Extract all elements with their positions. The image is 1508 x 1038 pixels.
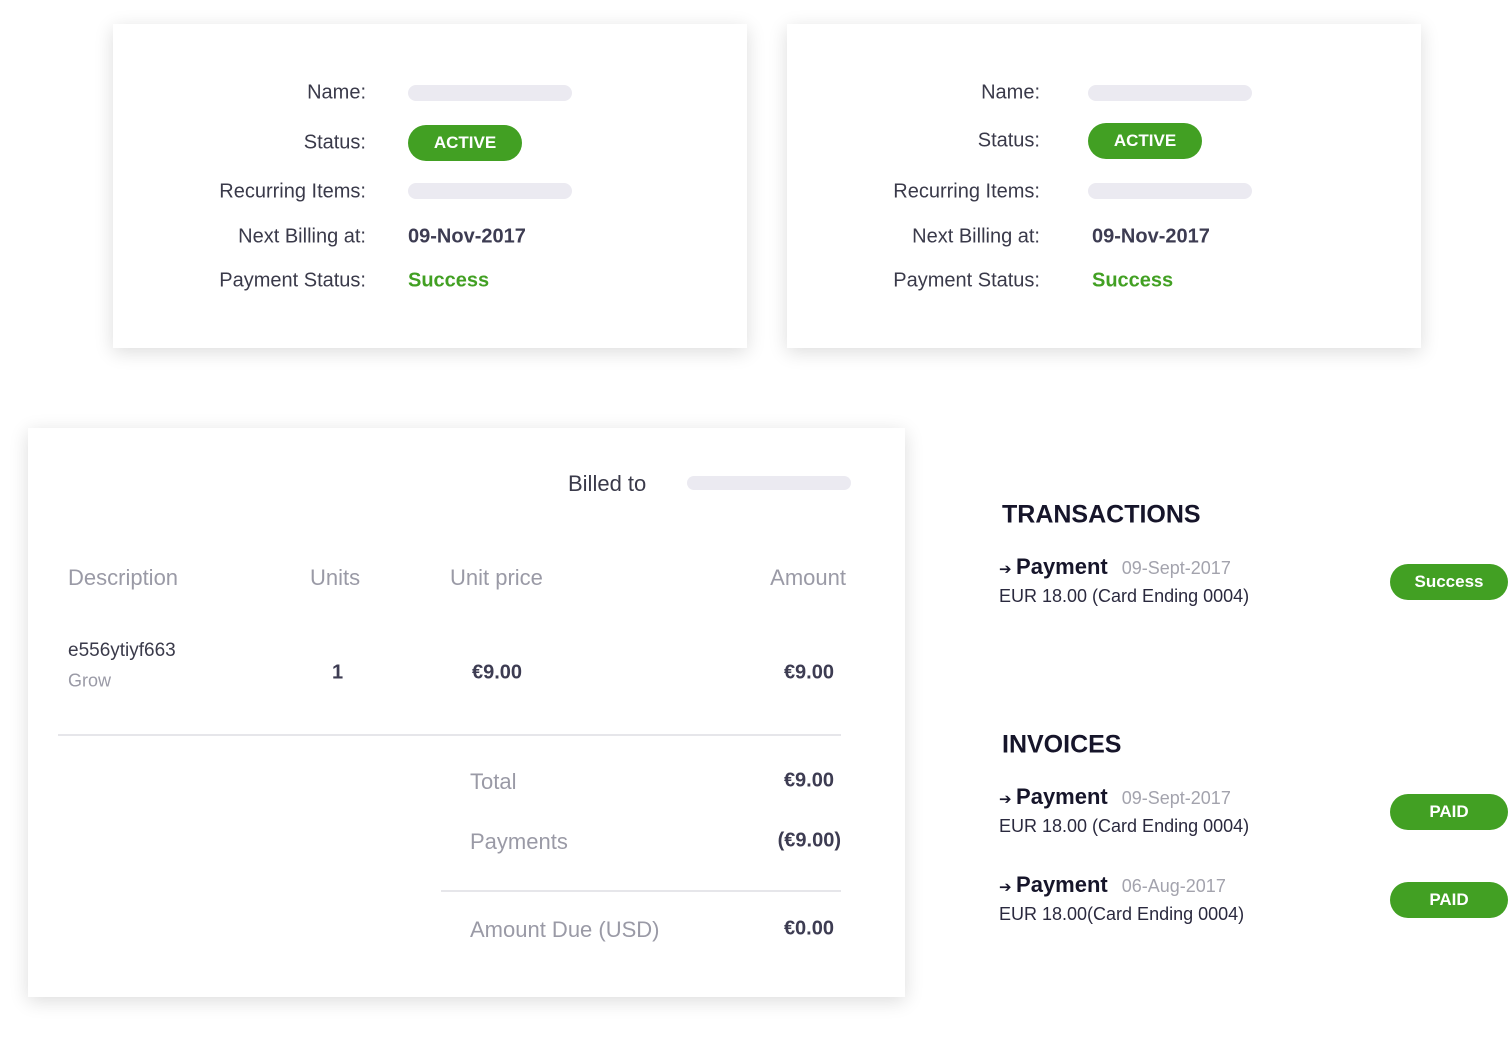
next-billing-value: 09-Nov-2017 xyxy=(1092,225,1210,248)
invoice-type: Payment xyxy=(1016,784,1108,809)
item-description: e556ytiyf663 xyxy=(68,640,176,661)
recurring-placeholder xyxy=(408,183,572,199)
payment-status-label: Payment Status: xyxy=(219,269,366,292)
next-billing-label: Next Billing at: xyxy=(912,225,1040,248)
arrow-right-icon: ➔ xyxy=(999,791,1012,808)
next-billing-value: 09-Nov-2017 xyxy=(408,225,526,248)
item-unit-price: €9.00 xyxy=(472,661,523,684)
item-amount: €9.00 xyxy=(783,661,834,684)
transaction-item[interactable]: ➔ Payment 09-Sept-2017 EUR 18.00 (Card En… xyxy=(999,554,1249,607)
status-label: Status: xyxy=(977,129,1040,152)
amount-due-value: €0.00 xyxy=(783,917,834,940)
header-description: Description xyxy=(68,565,179,590)
header-amount: Amount xyxy=(770,565,846,590)
invoice-card: Billed to Description Units Unit price A… xyxy=(28,428,905,997)
header-unit-price: Unit price xyxy=(450,565,543,590)
billed-to-label: Billed to xyxy=(568,471,647,496)
invoice-detail: EUR 18.00 (Card Ending 0004) xyxy=(999,816,1250,836)
status-badge: ACTIVE xyxy=(408,125,522,161)
status-label: Status: xyxy=(303,131,366,154)
invoice-status-badge: PAID xyxy=(1390,882,1508,918)
status-badge: ACTIVE xyxy=(1088,123,1202,159)
item-units: 1 xyxy=(332,661,344,684)
recurring-label: Recurring Items: xyxy=(219,180,366,203)
transactions-title: TRANSACTIONS xyxy=(1002,500,1201,529)
transaction-detail: EUR 18.00 (Card Ending 0004) xyxy=(999,586,1250,606)
transaction-status-badge: Success xyxy=(1390,564,1508,600)
arrow-right-icon: ➔ xyxy=(999,561,1012,578)
header-units: Units xyxy=(310,565,361,590)
name-placeholder xyxy=(1088,85,1252,101)
billed-to-placeholder xyxy=(687,476,851,490)
next-billing-label: Next Billing at: xyxy=(238,225,366,248)
item-plan: Grow xyxy=(68,670,112,691)
recurring-placeholder xyxy=(1088,183,1252,199)
subscription-card-1: Name: Status: ACTIVE Recurring Items: Ne… xyxy=(113,24,747,348)
invoice-date: 09-Sept-2017 xyxy=(1121,788,1231,808)
recurring-label: Recurring Items: xyxy=(893,180,1040,203)
total-label: Total xyxy=(470,769,517,794)
invoice-item[interactable]: ➔ Payment 06-Aug-2017 EUR 18.00(Card Endi… xyxy=(999,872,1244,925)
invoice-status-badge: PAID xyxy=(1390,794,1508,830)
invoice-type: Payment xyxy=(1016,872,1108,897)
payments-label: Payments xyxy=(470,829,568,854)
invoice-detail: EUR 18.00(Card Ending 0004) xyxy=(999,904,1245,924)
invoices-title: INVOICES xyxy=(1002,730,1122,759)
payments-value: (€9.00) xyxy=(777,829,841,852)
arrow-right-icon: ➔ xyxy=(999,879,1012,896)
divider xyxy=(58,734,841,736)
payment-status-value: Success xyxy=(408,269,490,292)
payment-status-label: Payment Status: xyxy=(893,269,1040,292)
transaction-date: 09-Sept-2017 xyxy=(1121,558,1231,578)
transaction-type: Payment xyxy=(1016,554,1108,579)
invoice-date: 06-Aug-2017 xyxy=(1121,876,1226,896)
name-label: Name: xyxy=(307,81,366,104)
payment-status-value: Success xyxy=(1092,269,1174,292)
total-value: €9.00 xyxy=(783,769,834,792)
subscription-card-2: Name: Status: ACTIVE Recurring Items: Ne… xyxy=(787,24,1421,348)
amount-due-label: Amount Due (USD) xyxy=(470,917,660,942)
name-placeholder xyxy=(408,85,572,101)
divider xyxy=(441,890,841,892)
invoice-item[interactable]: ➔ Payment 09-Sept-2017 EUR 18.00 (Card En… xyxy=(999,784,1249,837)
name-label: Name: xyxy=(981,81,1040,104)
